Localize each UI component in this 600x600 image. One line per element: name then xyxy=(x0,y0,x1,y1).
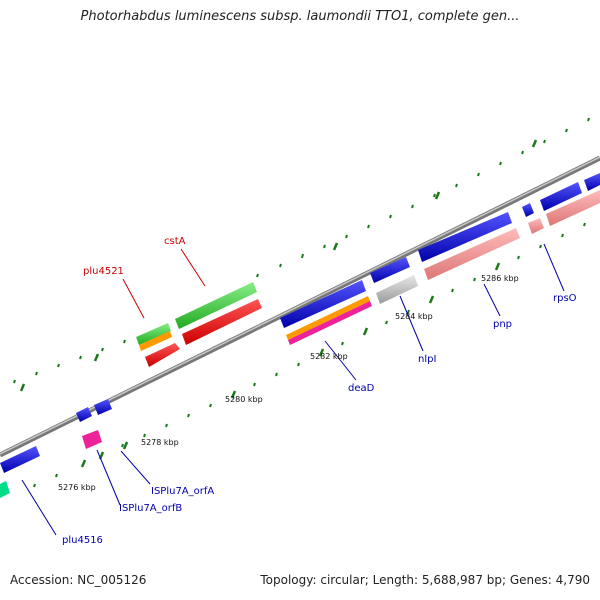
cds-blue-1 xyxy=(280,280,366,328)
cds-blue-9 xyxy=(0,446,40,473)
cds-deaD-magenta xyxy=(288,301,372,345)
cds-pink-3 xyxy=(546,190,600,226)
gene-label-deaD: deaD xyxy=(348,383,375,394)
gene-label-cstA: cstA xyxy=(164,236,186,247)
gene-label-nlpI: nlpI xyxy=(418,354,436,365)
cds-blue-7 xyxy=(76,407,92,422)
cds-red-small xyxy=(145,343,180,367)
cds-orange xyxy=(139,331,172,351)
gene-label-ISPlu7A_orfB: ISPlu7A_orfB xyxy=(119,503,182,514)
gene-label-plu4516: plu4516 xyxy=(62,535,103,546)
gene-label-rpsO: rpsO xyxy=(553,293,577,304)
cds-plu4521 xyxy=(136,323,171,345)
cds-blue-8 xyxy=(94,399,112,415)
cds-blue-6 xyxy=(584,173,600,191)
gene-labels: plu4521 cstA plu4516 ISPlu7A_orfB ISPlu7… xyxy=(62,236,577,546)
map-title: Photorhabdus luminescens subsp. laumondi… xyxy=(80,9,520,24)
cds-blue-4 xyxy=(522,203,534,217)
gene-label-plu4521: plu4521 xyxy=(83,266,124,277)
gene-label-ISPlu7A_orfA: ISPlu7A_orfA xyxy=(151,486,214,497)
cds-blue-2 xyxy=(370,257,410,283)
backbone xyxy=(0,155,600,458)
gene-label-pnp: pnp xyxy=(493,319,512,330)
cds-teal xyxy=(0,481,10,498)
cds-pnp xyxy=(424,228,520,280)
scale-label: 5280 kbp xyxy=(225,395,263,404)
scale-label: 5286 kbp xyxy=(481,274,519,283)
cds-magenta-small xyxy=(82,430,102,449)
cds-red-large xyxy=(182,299,262,345)
outer-tick-track xyxy=(13,117,590,392)
forward-cds-track xyxy=(0,173,600,473)
scale-labels: 5276 kbp 5278 kbp 5280 kbp 5282 kbp 5284… xyxy=(58,274,519,492)
cds-deaD-orange xyxy=(286,296,370,340)
scale-label: 5282 kbp xyxy=(310,352,348,361)
scale-label: 5278 kbp xyxy=(141,438,179,447)
cds-nlpI xyxy=(376,275,418,304)
cds-blue-5 xyxy=(540,182,582,211)
accession-text: Accession: NC_005126 xyxy=(10,573,147,587)
reverse-cds-track xyxy=(0,190,600,498)
cds-cstA xyxy=(175,282,257,329)
genome-summary-text: Topology: circular; Length: 5,688,987 bp… xyxy=(260,573,590,587)
scale-label: 5284 kbp xyxy=(395,312,433,321)
cds-pink-2 xyxy=(528,218,544,234)
cds-blue-3 xyxy=(418,212,512,262)
callout-lines xyxy=(21,243,565,536)
scale-label: 5276 kbp xyxy=(58,483,96,492)
